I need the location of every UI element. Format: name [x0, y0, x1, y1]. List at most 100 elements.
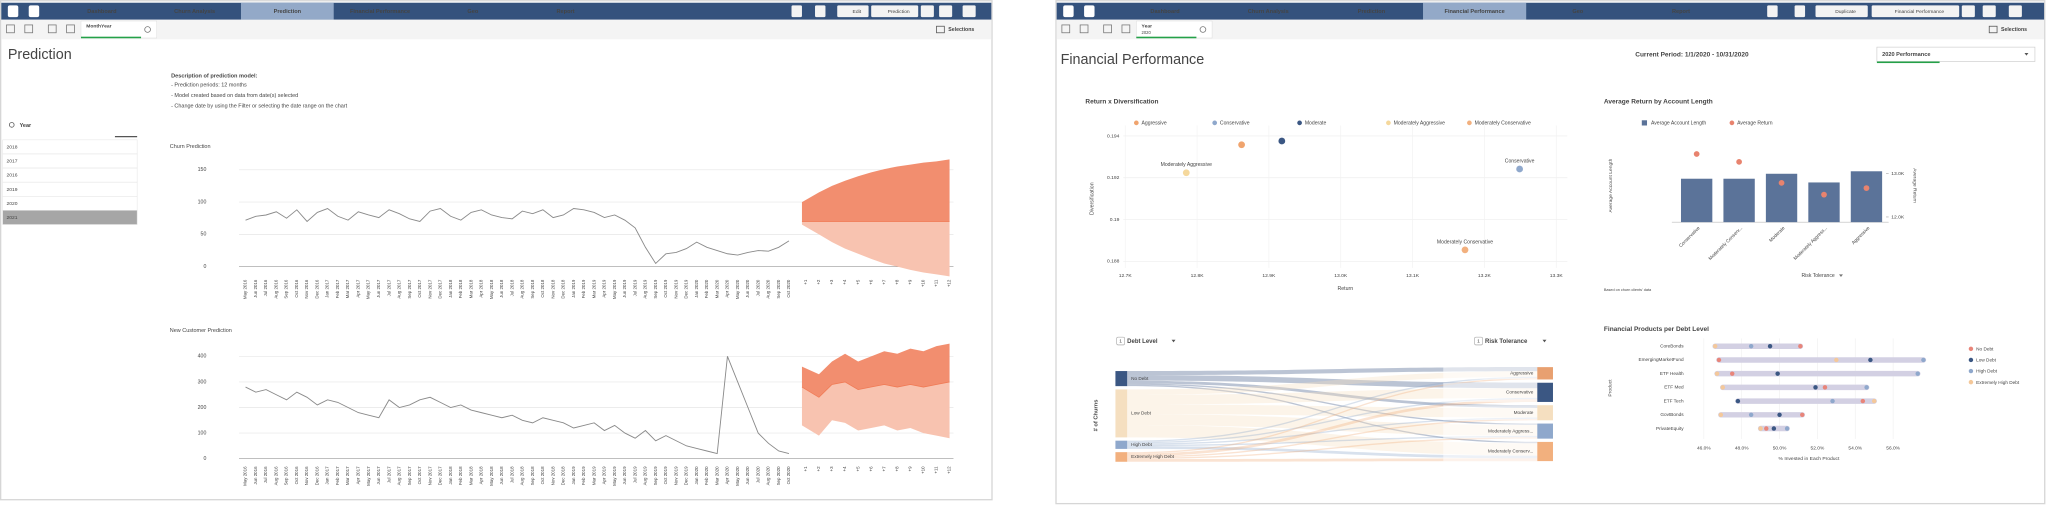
icon-button[interactable] [7, 5, 19, 18]
chip-clear[interactable] [1199, 26, 1207, 33]
dropdown[interactable] [1876, 46, 2036, 62]
list-row[interactable] [2, 167, 138, 183]
arrow-button[interactable] [2008, 5, 2022, 18]
dimension-label[interactable]: Risk Tolerance [1485, 339, 1528, 345]
legend-dot [1968, 368, 1974, 374]
list-row[interactable] [2, 153, 138, 169]
sankey-node[interactable] [1537, 405, 1553, 421]
arrow-button[interactable] [962, 5, 976, 18]
node-label: Moderate [1514, 410, 1534, 415]
button-label[interactable]: Edit [853, 9, 862, 15]
nav-tab[interactable]: Geo [1572, 9, 1583, 15]
button[interactable] [1815, 5, 1868, 18]
button[interactable] [1871, 5, 1960, 18]
nav-tab[interactable]: Financial Performance [1445, 9, 1505, 15]
chip-clear[interactable] [144, 26, 151, 33]
list-row[interactable] [2, 210, 138, 225]
sankey-node[interactable] [1115, 371, 1128, 387]
icon-button[interactable] [1063, 5, 1074, 18]
list-item[interactable]: 2019 [7, 187, 18, 193]
list-item[interactable]: 2021 [7, 215, 18, 221]
header-arrow [1171, 339, 1176, 343]
nav-tab[interactable]: Prediction [1358, 9, 1386, 15]
nav-tab[interactable]: Financial Performance [350, 9, 410, 15]
list-row[interactable] [2, 181, 138, 197]
badge-label[interactable]: 1 [1119, 339, 1122, 345]
icon-button[interactable] [28, 5, 40, 18]
list-item[interactable]: 2020 [7, 201, 18, 207]
x-tick-label: +5 [855, 279, 860, 285]
filter-value[interactable]: 2020 [1142, 30, 1152, 35]
x-axis-label[interactable]: Risk Tolerance [1802, 273, 1835, 279]
nav-tab[interactable]: Report [557, 9, 575, 15]
arrow-button[interactable] [920, 5, 934, 18]
nav-tab[interactable]: Report [1672, 9, 1690, 15]
filter-label[interactable]: MonthYear [86, 24, 111, 30]
list-row[interactable] [2, 196, 138, 211]
y-tick-label: 50 [201, 232, 207, 238]
toolbar-icon[interactable] [1121, 24, 1131, 34]
list-item[interactable]: 2017 [7, 159, 18, 165]
button-label[interactable]: Duplicate [1835, 9, 1856, 15]
icon-button[interactable] [815, 5, 826, 18]
button-label[interactable]: Financial Performance [1895, 9, 1945, 15]
toolbar-icon[interactable] [47, 24, 57, 34]
toolbar-icon[interactable] [1079, 24, 1089, 34]
x-tick-label: +2 [816, 466, 821, 472]
nav-tab[interactable]: Dashboard [1150, 9, 1180, 15]
toolbar-icon[interactable] [1103, 24, 1112, 34]
toolbar-icon[interactable] [66, 24, 75, 34]
forecast-lower-band [801, 381, 950, 439]
nav-tab[interactable]: Dashboard [87, 9, 117, 15]
selections[interactable]: Selections [2001, 27, 2027, 33]
x-tick-label: 54.0% [1848, 445, 1862, 451]
search-label[interactable]: Year [20, 123, 32, 129]
list-item[interactable]: 2018 [7, 144, 18, 150]
toolbar-icon[interactable] [6, 24, 15, 34]
toolbar-icon[interactable] [1061, 24, 1071, 34]
icon-button[interactable] [1084, 5, 1095, 18]
nav-tab[interactable]: Churn Analysis [1248, 9, 1289, 15]
x-tick-label: May 2016 [243, 279, 248, 299]
sankey-node[interactable] [1537, 367, 1553, 380]
sankey-node[interactable] [1115, 389, 1128, 438]
nav-tab[interactable]: Prediction [274, 9, 302, 15]
icon-button[interactable] [1794, 5, 1806, 18]
nav-tab[interactable]: Churn Analysis [174, 9, 215, 15]
dimension-label[interactable]: Debt Level [1127, 339, 1158, 345]
arrow-button[interactable] [1982, 5, 1996, 18]
toolbar-icon[interactable] [24, 24, 34, 34]
button-label[interactable]: Prediction [888, 9, 910, 15]
badge[interactable] [1474, 336, 1483, 346]
icon-button[interactable] [791, 5, 802, 18]
sankey-node[interactable] [1115, 452, 1128, 462]
dropdown-label[interactable]: 2020 Performance [1882, 52, 1930, 58]
list-row[interactable] [2, 139, 138, 155]
badge-label[interactable]: 1 [1477, 339, 1480, 345]
nav-tab[interactable]: Geo [467, 9, 478, 15]
selections[interactable]: Selections [948, 27, 974, 33]
legend-label: Extremely High Debt [1976, 380, 2020, 385]
filter-label[interactable]: Year [1142, 24, 1153, 30]
arrow-button[interactable] [1961, 5, 1975, 18]
arrow-button[interactable] [939, 5, 953, 18]
x-tick-label: Apr 2018 [479, 279, 484, 298]
x-tick-label: Oct 2018 [540, 279, 545, 298]
button[interactable] [837, 5, 869, 18]
x-tick-label: Nov 2019 [673, 466, 678, 486]
x-tick-label: Feb 2019 [581, 466, 586, 485]
x-tick-label: Jun 2018 [499, 279, 504, 298]
sankey-node[interactable] [1115, 440, 1128, 449]
measure-label[interactable]: # of Churns [1093, 400, 1099, 432]
list-item[interactable]: 2016 [7, 173, 18, 179]
badge[interactable] [1116, 336, 1125, 346]
selections-icon[interactable] [1988, 25, 1998, 34]
x-tick-label: 46.0% [1697, 445, 1711, 451]
sankey-node[interactable] [1537, 382, 1553, 402]
selections-icon[interactable] [936, 25, 945, 34]
sankey-node[interactable] [1537, 423, 1553, 439]
button[interactable] [871, 5, 919, 18]
icon-button[interactable] [1767, 5, 1778, 18]
x-tick-label: Jan 2017 [325, 279, 330, 298]
sankey-node[interactable] [1537, 441, 1553, 462]
